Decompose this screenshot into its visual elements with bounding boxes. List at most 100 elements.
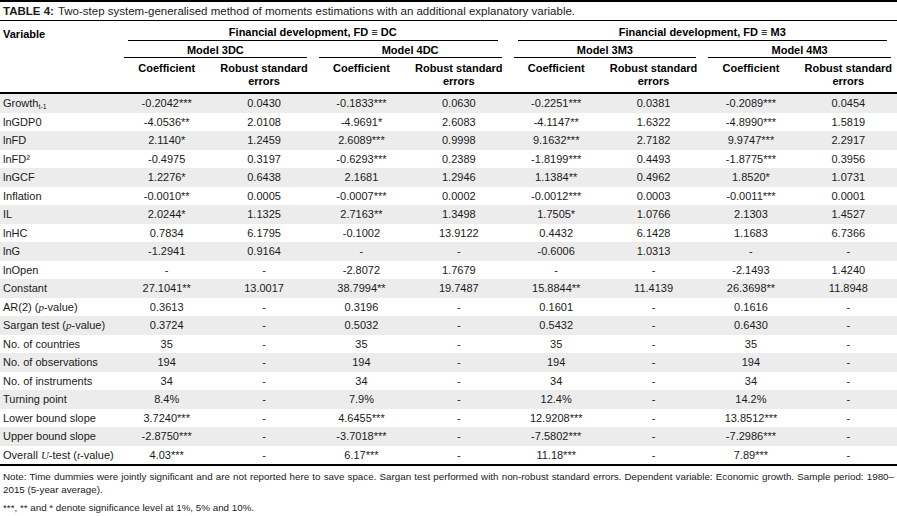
table-row: lnGCF1.2276*0.64382.16811.29461.1384**0.… (0, 168, 897, 187)
cell: -3.7018*** (313, 427, 410, 446)
sub-header-coefficient: Coefficient (508, 58, 605, 93)
group-header-label: Financial development, FD ≡ M3 (518, 21, 888, 41)
cell: 2.2917 (800, 131, 897, 150)
cell: 35 (313, 335, 410, 354)
cell: 13.0017 (215, 279, 312, 298)
cell: 2.6089*** (313, 131, 410, 150)
table-row: lnOpen---2.80721.7679---2.14931.4240 (0, 261, 897, 280)
row-label: lnGCF (0, 168, 118, 187)
results-table: Variable Financial development, FD ≡ DC … (0, 21, 897, 466)
cell: -0.2042*** (118, 93, 215, 113)
cell: 2.7182 (605, 131, 702, 150)
cell: 1.2459 (215, 131, 312, 150)
model-header-4dc: Model 4DC (313, 41, 508, 58)
cell: 15.8844** (508, 279, 605, 298)
cell: 2.6083 (410, 113, 507, 132)
cell: 1.6322 (605, 113, 702, 132)
table-head: Variable Financial development, FD ≡ DC … (0, 21, 897, 93)
cell: - (605, 353, 702, 372)
cell: 4.6455*** (313, 409, 410, 428)
cell: 0.0002 (410, 187, 507, 206)
cell: 4.03*** (118, 446, 215, 466)
cell: 1.1683 (702, 224, 799, 243)
cell: 1.0313 (605, 242, 702, 261)
cell: - (605, 446, 702, 466)
cell: 13.8512*** (702, 409, 799, 428)
cell: -0.6006 (508, 242, 605, 261)
row-label: lnOpen (0, 261, 118, 280)
cell: - (215, 409, 312, 428)
cell: 194 (508, 353, 605, 372)
cell: -0.4975 (118, 150, 215, 169)
row-label: lnFD² (0, 150, 118, 169)
cell: - (605, 427, 702, 446)
group-header-label: Financial development, FD ≡ DC (128, 21, 498, 41)
row-label: Lower bound slope (0, 409, 118, 428)
cell: 1.8520* (702, 168, 799, 187)
cell: 2.1303 (702, 205, 799, 224)
cell: 8.4% (118, 390, 215, 409)
paper-table-page: TABLE 4:Two-step system-generalised meth… (0, 0, 897, 516)
cell: - (410, 427, 507, 446)
cell: - (215, 298, 312, 317)
cell: 6.1795 (215, 224, 312, 243)
cell: -4.9691* (313, 113, 410, 132)
cell: 0.3724 (118, 316, 215, 335)
row-label: Sargan test (p-value) (0, 316, 118, 335)
row-label: lnHC (0, 224, 118, 243)
cell: - (118, 261, 215, 280)
cell: 3.7240*** (118, 409, 215, 428)
cell: - (800, 390, 897, 409)
cell: 0.4432 (508, 224, 605, 243)
cell: -1.8199*** (508, 150, 605, 169)
cell: - (800, 298, 897, 317)
sub-header-robust-se: Robust standard errors (605, 58, 702, 93)
cell: -4.1147** (508, 113, 605, 132)
cell: 2.1681 (313, 168, 410, 187)
table-row: Inflation-0.0010**0.0005-0.0007***0.0002… (0, 187, 897, 206)
cell: -0.2089*** (702, 93, 799, 113)
cell: -0.0012*** (508, 187, 605, 206)
cell: 34 (313, 372, 410, 391)
cell: 1.4527 (800, 205, 897, 224)
sub-header-coefficient: Coefficient (313, 58, 410, 93)
cell: - (410, 446, 507, 466)
cell: 194 (702, 353, 799, 372)
cell: - (800, 242, 897, 261)
cell: - (215, 372, 312, 391)
row-label: lnGDP0 (0, 113, 118, 132)
cell: - (215, 335, 312, 354)
cell: - (313, 242, 410, 261)
cell: 1.7679 (410, 261, 507, 280)
cell: -2.1493 (702, 261, 799, 280)
cell: 0.0630 (410, 93, 507, 113)
cell: -1.2941 (118, 242, 215, 261)
cell: 11.8948 (800, 279, 897, 298)
cell: 0.6430 (702, 316, 799, 335)
cell: 0.6438 (215, 168, 312, 187)
cell: 1.1325 (215, 205, 312, 224)
cell: 0.1616 (702, 298, 799, 317)
significance-note: ***, ** and * denote significance level … (3, 502, 894, 514)
cell: 12.4% (508, 390, 605, 409)
cell: - (410, 298, 507, 317)
cell: - (410, 372, 507, 391)
cell: 0.0005 (215, 187, 312, 206)
cell: - (410, 242, 507, 261)
cell: 2.1140* (118, 131, 215, 150)
row-label: Inflation (0, 187, 118, 206)
row-label: lnFD (0, 131, 118, 150)
cell: 0.0454 (800, 93, 897, 113)
table-caption-text: Two-step system-generalised method of mo… (58, 5, 575, 17)
table-row: Constant27.1041**13.001738.7994**19.7487… (0, 279, 897, 298)
table-row: lnFD²-0.49750.3197-0.6293***0.2389-1.819… (0, 150, 897, 169)
cell: 1.0731 (800, 168, 897, 187)
cell: 1.3498 (410, 205, 507, 224)
row-label: Upper bound slope (0, 427, 118, 446)
table-row: No. of observations194-194-194-194- (0, 353, 897, 372)
group-header-dc: Financial development, FD ≡ DC (118, 21, 508, 41)
model-header-label: Model 3M3 (514, 41, 697, 58)
cell: 1.2946 (410, 168, 507, 187)
cell: 9.1632*** (508, 131, 605, 150)
cell: 35 (702, 335, 799, 354)
